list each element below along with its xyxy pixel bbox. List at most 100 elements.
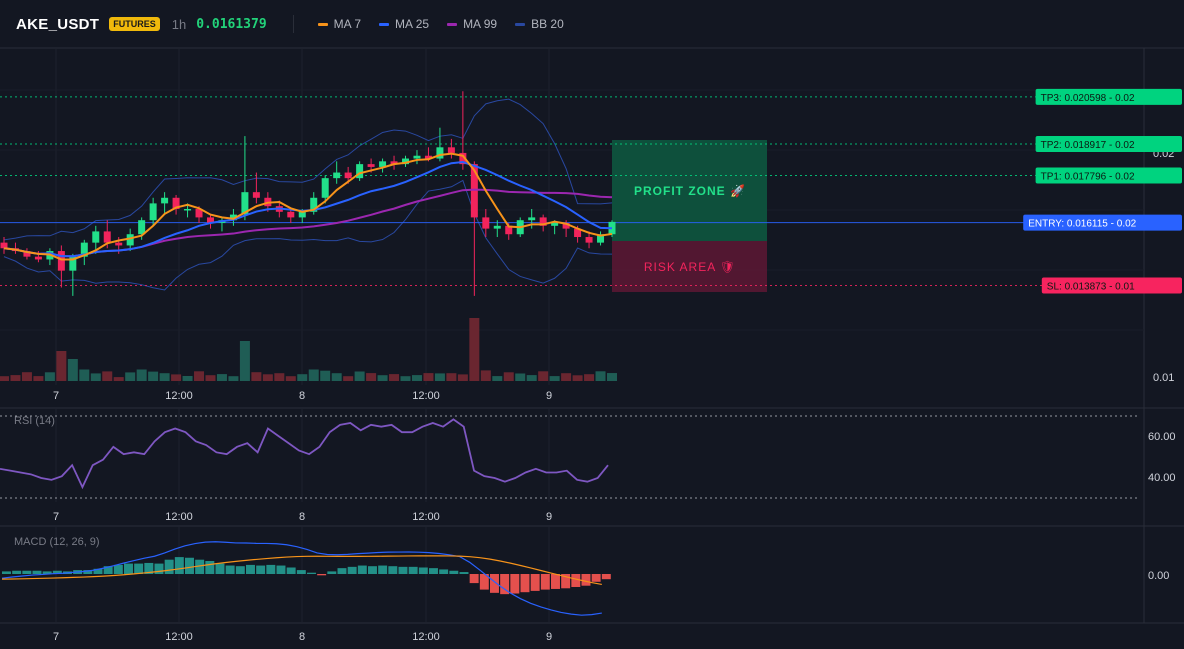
macd-histogram bbox=[1, 541, 611, 616]
volume-bar-18 bbox=[205, 375, 216, 381]
candle-body-49 bbox=[562, 223, 570, 229]
macd-bar-24 bbox=[246, 564, 255, 574]
volume-bar-48 bbox=[549, 376, 560, 381]
sl-tag bbox=[1041, 277, 1182, 294]
legend-ma99[interactable]: MA 99 bbox=[447, 17, 497, 31]
volume-bar-52 bbox=[595, 371, 606, 381]
macd-bar-10 bbox=[103, 566, 113, 574]
rsi-tick-60: 60.00 bbox=[1148, 431, 1176, 443]
macd-bar-53 bbox=[540, 574, 550, 590]
tp1-tag bbox=[1035, 167, 1182, 184]
last-price: 0.0161379 bbox=[196, 16, 267, 32]
candle-body-29 bbox=[333, 172, 341, 179]
macd-bar-59 bbox=[601, 574, 611, 580]
candle-body-0 bbox=[0, 242, 8, 249]
candle-body-35 bbox=[402, 158, 410, 165]
rsi-time-tick-3: 12:00 bbox=[412, 511, 440, 523]
macd-bar-34 bbox=[347, 566, 357, 574]
volume-bar-44 bbox=[503, 372, 514, 381]
volume-bar-25 bbox=[285, 376, 296, 381]
main-time-tick-2: 8 bbox=[299, 390, 305, 402]
ma99-swatch bbox=[447, 22, 458, 26]
macd-bar-2 bbox=[22, 570, 32, 574]
volume-bar-46 bbox=[526, 375, 537, 381]
volume-bar-53 bbox=[607, 373, 617, 381]
volume-bar-51 bbox=[584, 374, 595, 381]
candle-body-11 bbox=[126, 234, 134, 246]
macd-bar-41 bbox=[418, 567, 428, 574]
symbol-name[interactable]: AKE_USDT bbox=[16, 15, 100, 33]
legend-ma7[interactable]: MA 7 bbox=[317, 17, 361, 31]
candle-body-20 bbox=[229, 214, 237, 221]
candle-body-16 bbox=[184, 208, 192, 211]
volume-bar-30 bbox=[343, 376, 354, 381]
volume-bar-6 bbox=[67, 359, 78, 381]
entry-tag-text: ENTRY: 0.016115 - 0.02 bbox=[1028, 219, 1136, 230]
rsi-label: RSI (14) bbox=[14, 415, 55, 427]
volume-bar-34 bbox=[389, 374, 400, 381]
volume-bar-24 bbox=[274, 373, 285, 381]
macd-bar-57 bbox=[581, 574, 591, 586]
volume-bar-1 bbox=[10, 375, 21, 381]
candle-body-38 bbox=[436, 147, 444, 159]
candle-body-42 bbox=[482, 217, 490, 229]
candle-body-43 bbox=[493, 225, 501, 229]
main-time-tick-3: 12:00 bbox=[412, 390, 440, 402]
macd-bar-28 bbox=[286, 567, 296, 574]
macd-bar-36 bbox=[368, 566, 377, 574]
macd-bar-32 bbox=[327, 571, 337, 574]
macd-label: MACD (12, 26, 9) bbox=[14, 536, 100, 548]
volume-bar-2 bbox=[21, 372, 32, 381]
time-axis-macd: 7 12:00 8 12:00 9 bbox=[53, 631, 552, 643]
timeframe-label[interactable]: 1h bbox=[171, 16, 187, 32]
volume-bar-37 bbox=[423, 373, 434, 381]
candle-body-31 bbox=[356, 164, 364, 179]
volume-bar-4 bbox=[44, 372, 55, 381]
candle-body-12 bbox=[138, 220, 146, 235]
macd-bar-45 bbox=[459, 572, 469, 574]
candle-body-34 bbox=[390, 161, 398, 165]
macd-bar-46 bbox=[469, 574, 479, 584]
macd-bar-8 bbox=[83, 570, 93, 574]
macd-bar-51 bbox=[520, 574, 530, 593]
macd-bar-54 bbox=[551, 574, 560, 589]
candle-body-51 bbox=[585, 237, 593, 243]
volume-bar-14 bbox=[159, 373, 170, 381]
candle-body-5 bbox=[57, 251, 65, 271]
candle-body-14 bbox=[161, 197, 169, 204]
candle-body-28 bbox=[321, 178, 329, 198]
volume-bar-9 bbox=[102, 371, 113, 381]
candle-body-22 bbox=[252, 192, 260, 198]
rsi-time-tick-4: 9 bbox=[546, 511, 552, 523]
volume-bar-15 bbox=[171, 374, 182, 381]
macd-line bbox=[1, 541, 602, 616]
macd-bar-5 bbox=[52, 570, 62, 574]
rsi-polyline bbox=[0, 418, 609, 490]
macd-bar-12 bbox=[124, 563, 133, 574]
macd-bar-52 bbox=[530, 574, 540, 591]
sl-tag-text: SL: 0.013873 - 0.01 bbox=[1047, 281, 1135, 292]
ma7-line bbox=[3, 152, 613, 261]
macd-bar-4 bbox=[42, 571, 52, 574]
volume-bar-20 bbox=[228, 376, 239, 381]
macd-signal-line bbox=[1, 555, 602, 586]
macd-bar-9 bbox=[93, 568, 103, 574]
trade-levels bbox=[0, 96, 1144, 286]
volume-bar-39 bbox=[446, 373, 457, 381]
legend-bb20[interactable]: BB 20 bbox=[515, 17, 564, 31]
legend-ma25[interactable]: MA 25 bbox=[379, 17, 429, 31]
candle-body-37 bbox=[424, 155, 432, 159]
header-divider bbox=[292, 15, 294, 33]
volume-bar-27 bbox=[308, 369, 319, 381]
candle-body-52 bbox=[597, 234, 605, 243]
volume-bar-40 bbox=[457, 374, 468, 381]
volume-bar-23 bbox=[262, 374, 273, 381]
macd-time-tick-0: 7 bbox=[53, 631, 59, 643]
bb-upper-line bbox=[3, 98, 613, 241]
time-axis-main: 7 12:00 8 12:00 9 bbox=[53, 390, 552, 402]
candle-body-25 bbox=[287, 211, 295, 218]
rsi-line bbox=[0, 418, 609, 490]
entry-tag bbox=[1023, 214, 1182, 231]
volume-bar-50 bbox=[572, 375, 583, 381]
